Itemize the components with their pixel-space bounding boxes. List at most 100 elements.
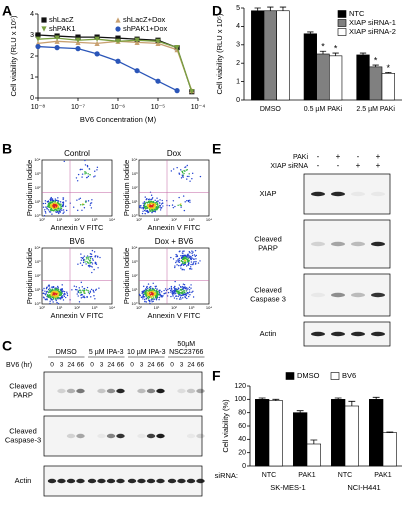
- event-dot: [191, 250, 193, 252]
- event-dot: [151, 205, 153, 208]
- event-dot: [53, 294, 55, 296]
- blot-band: [186, 478, 196, 484]
- event-dot: [60, 208, 62, 211]
- blot-band: [137, 478, 146, 484]
- event-dot: [149, 205, 151, 207]
- time-label: 24: [187, 362, 195, 369]
- event-dot: [186, 169, 188, 171]
- event-dot: [60, 289, 63, 292]
- event-dot: [58, 204, 61, 206]
- event-dot: [159, 206, 161, 208]
- event-dot: [62, 299, 65, 301]
- condition-sign: -: [357, 152, 360, 161]
- marker: [75, 37, 81, 43]
- event-dot: [52, 286, 54, 288]
- event-dot: [170, 295, 172, 298]
- event-dot: [150, 285, 152, 288]
- event-dot: [180, 288, 183, 291]
- bar: [276, 10, 290, 101]
- event-dot: [82, 289, 84, 291]
- legend-swatch: [330, 372, 340, 380]
- event-dot: [149, 302, 151, 305]
- y-tick-label: 10⁴: [34, 157, 40, 162]
- event-dot: [50, 202, 53, 204]
- event-dot: [148, 299, 150, 302]
- treatment-label: 50µM: [177, 341, 195, 348]
- event-dot: [188, 175, 190, 178]
- event-dot: [155, 299, 158, 301]
- event-dot: [76, 180, 79, 182]
- event-dot: [73, 285, 76, 287]
- blot-band: [186, 388, 196, 394]
- event-dot: [75, 177, 78, 179]
- event-dot: [164, 288, 167, 290]
- event-dot: [50, 207, 53, 210]
- event-dot: [46, 201, 49, 203]
- event-dot: [51, 213, 53, 215]
- event-dot: [60, 207, 62, 209]
- event-dot: [172, 292, 175, 295]
- legend-label: shLacZ+Dox: [123, 15, 166, 24]
- event-dot: [80, 294, 82, 297]
- x-tick-label: 10²: [74, 217, 80, 222]
- event-dot: [144, 300, 146, 303]
- event-dot: [60, 205, 62, 207]
- event-dot: [184, 166, 186, 169]
- x-tick-label: 10⁴: [109, 305, 115, 310]
- event-dot: [151, 301, 153, 303]
- x-tick-label: 10³: [92, 217, 98, 222]
- event-dot: [148, 202, 151, 204]
- event-dot: [59, 292, 61, 294]
- time-label: 0: [50, 362, 54, 369]
- treatment-label: 5 µM IPA-3: [89, 349, 124, 356]
- marker: [134, 37, 140, 43]
- event-dot: [187, 263, 190, 265]
- event-dot: [55, 209, 58, 211]
- event-dot: [174, 205, 176, 208]
- blot-band: [116, 478, 125, 484]
- y-tick-label: 0: [242, 463, 246, 470]
- event-dot: [178, 298, 181, 300]
- event-dot: [175, 260, 178, 262]
- blot-band: [57, 388, 66, 394]
- y-tick-label: 10³: [35, 171, 41, 176]
- event-dot: [143, 209, 146, 212]
- event-dot: [79, 289, 81, 291]
- event-dot: [184, 263, 187, 266]
- event-dot: [47, 296, 50, 298]
- event-dot: [50, 197, 52, 200]
- y-axis-label: Propidium Iodide: [122, 248, 131, 304]
- event-dot: [80, 290, 82, 292]
- event-dot: [48, 294, 51, 297]
- event-dot: [94, 261, 96, 264]
- event-dot: [186, 200, 188, 202]
- event-dot: [192, 251, 194, 253]
- marker: [134, 68, 140, 74]
- event-dot: [85, 172, 88, 174]
- marker: [94, 40, 100, 46]
- event-dot: [183, 269, 185, 271]
- event-dot: [89, 259, 91, 261]
- x-tick-label: 10²: [171, 217, 177, 222]
- row-label: PARP: [258, 243, 278, 252]
- event-dot: [88, 292, 91, 295]
- event-dot: [184, 287, 187, 290]
- event-dot: [86, 164, 89, 167]
- error-bar: [296, 410, 304, 413]
- event-dot: [77, 173, 80, 176]
- event-dot: [89, 290, 92, 292]
- event-dot: [181, 254, 184, 257]
- event-dot: [187, 199, 190, 202]
- event-dot: [165, 292, 167, 294]
- event-dot: [156, 209, 158, 211]
- blot-frame: [43, 371, 203, 411]
- x-tick-label: 10¹: [57, 305, 63, 310]
- event-dot: [152, 294, 154, 296]
- time-label: 24: [67, 362, 75, 369]
- event-dot: [48, 211, 51, 213]
- event-dot: [94, 175, 96, 177]
- event-dot: [194, 249, 197, 252]
- event-dot: [58, 291, 60, 293]
- blot-band: [76, 388, 85, 394]
- event-dot: [178, 259, 181, 262]
